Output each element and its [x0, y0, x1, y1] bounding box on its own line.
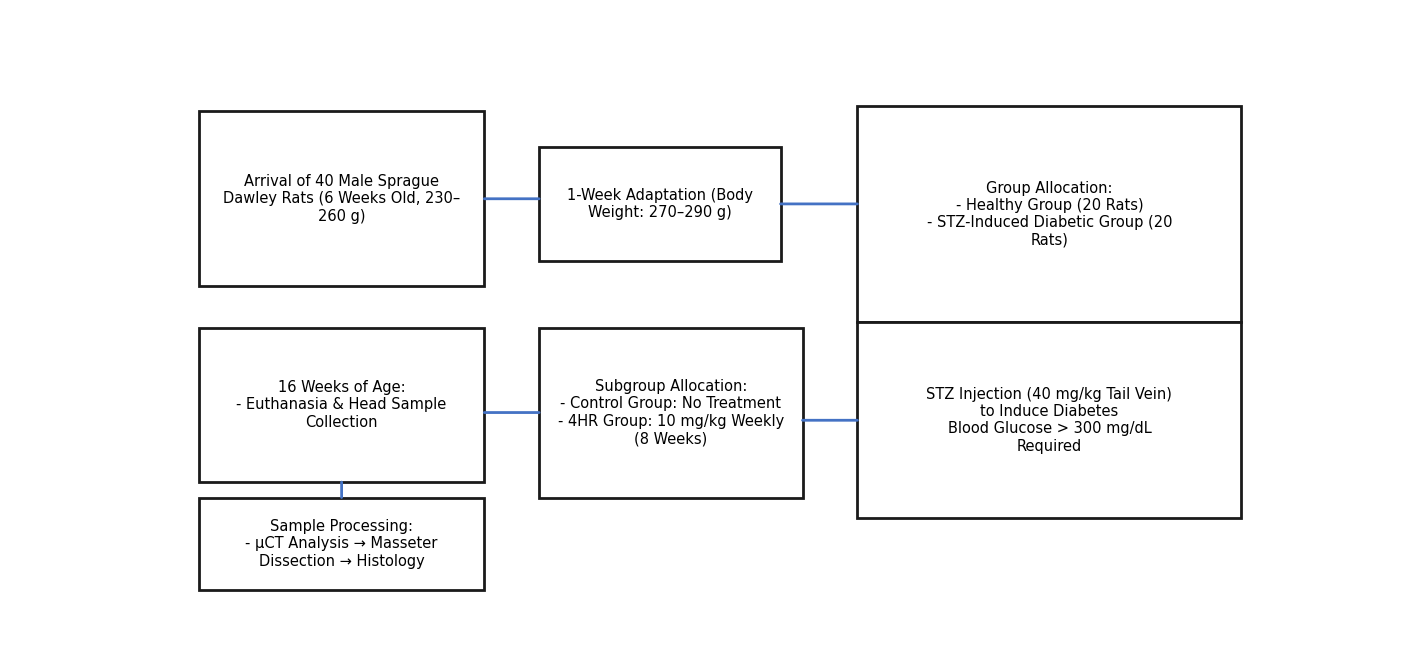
FancyBboxPatch shape [539, 328, 803, 498]
FancyBboxPatch shape [539, 147, 780, 261]
FancyBboxPatch shape [858, 322, 1242, 518]
FancyBboxPatch shape [198, 498, 484, 590]
Text: STZ Injection (40 mg/kg Tail Vein)
to Induce Diabetes
Blood Glucose > 300 mg/dL
: STZ Injection (40 mg/kg Tail Vein) to In… [926, 387, 1172, 454]
Text: Subgroup Allocation:
- Control Group: No Treatment
- 4HR Group: 10 mg/kg Weekly
: Subgroup Allocation: - Control Group: No… [558, 379, 784, 446]
FancyBboxPatch shape [198, 111, 484, 286]
Text: Arrival of 40 Male Sprague
Dawley Rats (6 Weeks Old, 230–
260 g): Arrival of 40 Male Sprague Dawley Rats (… [222, 174, 460, 223]
Text: Sample Processing:
- μCT Analysis → Masseter
Dissection → Histology: Sample Processing: - μCT Analysis → Mass… [245, 519, 438, 569]
FancyBboxPatch shape [198, 328, 484, 482]
Text: Group Allocation:
- Healthy Group (20 Rats)
- STZ-Induced Diabetic Group (20
Rat: Group Allocation: - Healthy Group (20 Ra… [926, 181, 1172, 248]
Text: 1-Week Adaptation (Body
Weight: 270–290 g): 1-Week Adaptation (Body Weight: 270–290 … [566, 188, 753, 220]
Text: 16 Weeks of Age:
- Euthanasia & Head Sample
Collection: 16 Weeks of Age: - Euthanasia & Head Sam… [236, 380, 446, 429]
FancyBboxPatch shape [858, 106, 1242, 322]
